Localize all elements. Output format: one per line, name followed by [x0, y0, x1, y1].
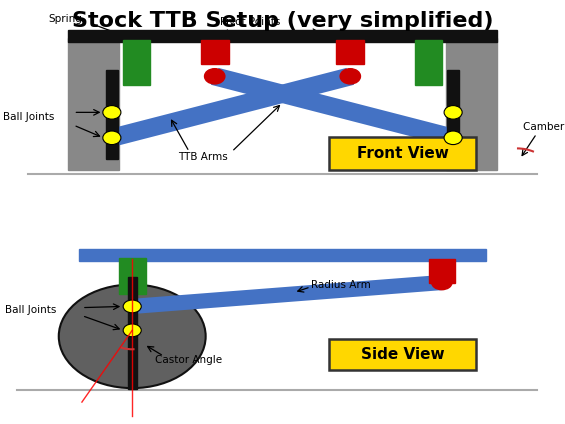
Bar [68, 30, 497, 42]
Text: Castor Angle: Castor Angle [155, 355, 223, 365]
Text: Ball Joints: Ball Joints [5, 305, 56, 315]
Text: TTB Arms: TTB Arms [179, 152, 228, 162]
Polygon shape [131, 275, 443, 314]
Text: Camber Angle: Camber Angle [523, 122, 565, 132]
Text: Stock TTB Setup (very simplified): Stock TTB Setup (very simplified) [72, 11, 493, 31]
Circle shape [59, 285, 206, 388]
Text: Side View: Side View [360, 347, 445, 362]
Bar [79, 249, 486, 261]
Bar [68, 38, 119, 170]
Circle shape [444, 131, 462, 145]
Circle shape [205, 69, 225, 84]
Polygon shape [108, 68, 354, 146]
Bar [429, 259, 455, 282]
Text: Front View: Front View [357, 146, 449, 161]
Circle shape [444, 106, 462, 119]
Circle shape [103, 131, 121, 145]
FancyBboxPatch shape [329, 339, 476, 370]
Text: Spring: Spring [48, 14, 82, 24]
Bar [446, 38, 497, 170]
Bar [415, 40, 442, 85]
Circle shape [123, 324, 141, 337]
Bar [106, 70, 118, 159]
Bar [119, 258, 146, 294]
Bar [336, 40, 364, 64]
Circle shape [103, 106, 121, 119]
FancyBboxPatch shape [329, 137, 476, 170]
Bar [447, 70, 459, 159]
Text: Ball Joints: Ball Joints [3, 112, 54, 122]
Circle shape [432, 275, 452, 290]
Circle shape [123, 300, 141, 313]
Polygon shape [211, 68, 457, 146]
Bar [128, 277, 137, 389]
Circle shape [340, 69, 360, 84]
Text: Pivot Points: Pivot Points [220, 17, 281, 27]
Text: Radius Arm: Radius Arm [311, 279, 371, 290]
Bar [201, 40, 229, 64]
Bar [123, 40, 150, 85]
